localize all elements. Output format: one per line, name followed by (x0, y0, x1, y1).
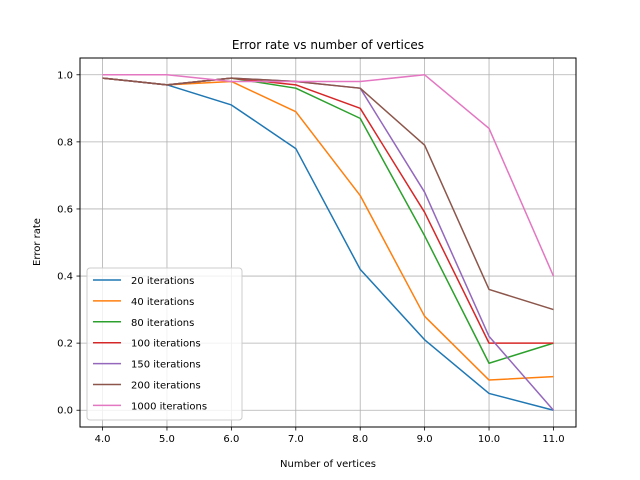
y-axis-label: Error rate (32, 218, 43, 266)
x-tick-label: 11.0 (542, 434, 564, 445)
y-tick-label: 1.0 (57, 70, 73, 81)
series-line-20-iterations (102, 77, 554, 411)
y-tick-label: 0.0 (57, 406, 73, 417)
y-tick-label: 0.2 (57, 339, 73, 350)
x-axis-ticks: 4.0 5.0 6.0 7.0 8.0 9.0 10.0 11.0 (95, 427, 565, 445)
x-tick-label: 4.0 (95, 434, 111, 445)
plot-frame (79, 57, 577, 428)
legend-label: 100 iterations (131, 339, 201, 350)
x-tick-label: 5.0 (159, 434, 175, 445)
y-tick-label: 0.6 (57, 204, 73, 215)
y-axis-ticks: 0.0 0.2 0.4 0.6 0.8 1.0 (57, 70, 80, 417)
y-tick-label: 0.4 (57, 272, 73, 283)
legend-label: 150 iterations (131, 360, 201, 371)
legend-label: 20 iterations (131, 276, 194, 287)
series-line-200-iterations (102, 77, 554, 311)
y-tick-label: 0.8 (57, 137, 73, 148)
legend: 20 iterations 40 iterations 80 iterations 1… (86, 267, 243, 421)
series-lines (102, 74, 555, 411)
legend-label: 40 iterations (131, 297, 194, 308)
x-tick-label: 6.0 (223, 434, 239, 445)
legend-label: 1000 iterations (131, 401, 207, 412)
series-line-1000-iterations (102, 74, 555, 277)
x-axis-label: Number of vertices (280, 459, 376, 470)
x-tick-label: 10.0 (478, 434, 500, 445)
legend-box (86, 267, 243, 421)
chart-title: Error rate vs number of vertices (232, 38, 424, 52)
x-tick-label: 9.0 (417, 434, 433, 445)
x-tick-label: 7.0 (288, 434, 304, 445)
legend-label: 80 iterations (131, 318, 194, 329)
legend-label: 200 iterations (131, 381, 201, 392)
x-tick-label: 8.0 (352, 434, 368, 445)
